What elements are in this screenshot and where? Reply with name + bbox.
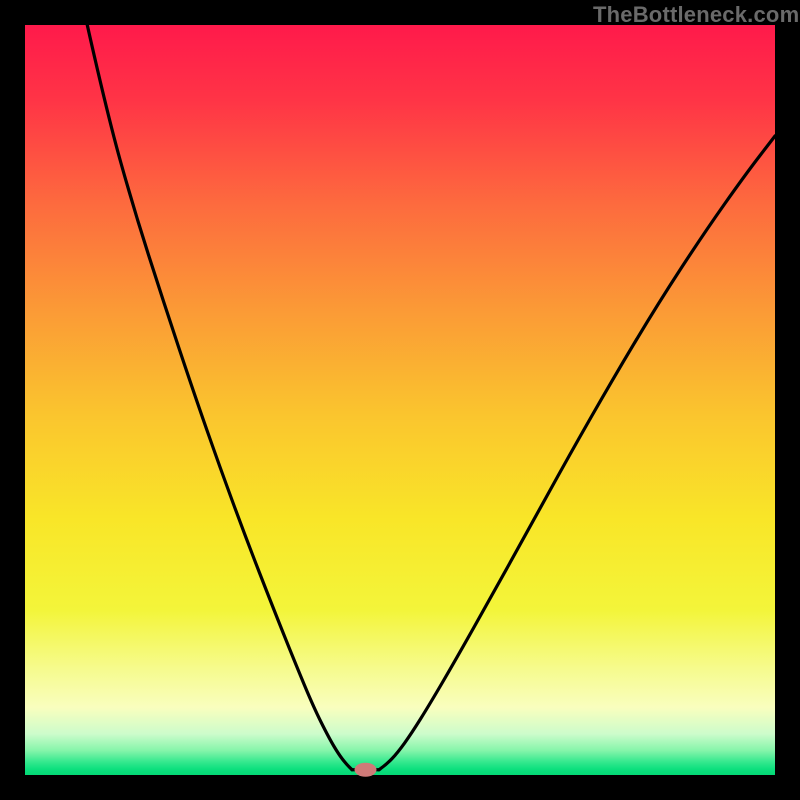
watermark-text: TheBottleneck.com xyxy=(593,2,799,28)
optimal-point-marker xyxy=(355,763,377,777)
bottleneck-chart xyxy=(0,0,800,800)
plot-background xyxy=(25,25,775,775)
